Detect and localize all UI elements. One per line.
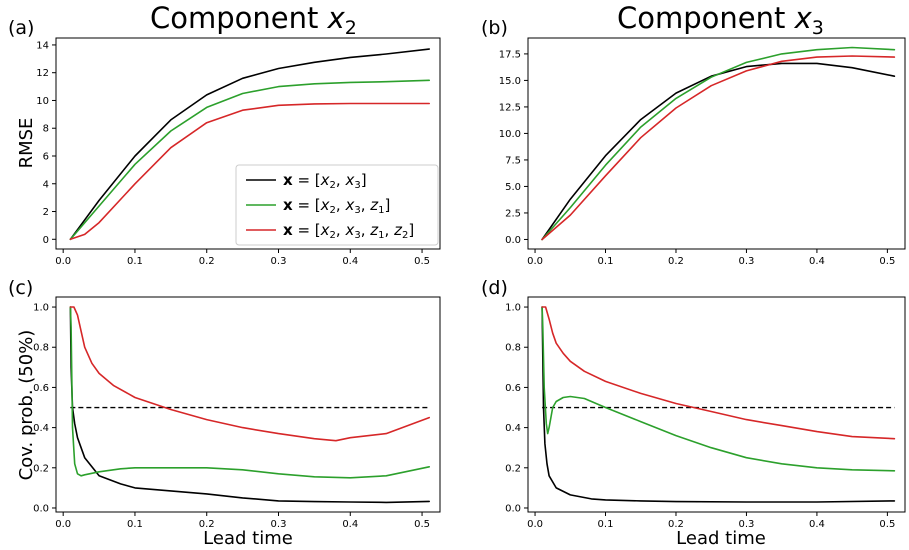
panel-b-ytick-label-2: 5.0	[505, 182, 521, 193]
panel-d-xtick-label-4: 0.4	[809, 519, 825, 530]
panel-d-xtick-label-5: 0.5	[879, 519, 895, 530]
panel-a-xtick-label-3: 0.3	[271, 256, 287, 267]
legend-label-2: x = [x2, x3, z1, z2]	[283, 221, 414, 241]
panel-b-ytick-label-5: 12.5	[499, 102, 521, 113]
panel-b-title: Component x3	[617, 1, 824, 39]
panel-b-series-1	[541, 46, 896, 241]
panel-a-xtick-label-5: 0.5	[414, 256, 430, 267]
legend-box	[235, 164, 439, 246]
panel-a-ytick-label-7: 14	[36, 40, 49, 51]
legend-label-1: x = [x2, x3, z1]	[283, 196, 390, 216]
panel-a-title: Component x2	[150, 1, 357, 39]
panel-b-xtick-label-4: 0.4	[809, 256, 825, 267]
panel-d-frame	[527, 296, 906, 513]
panel-d-ytick-label-5: 1.0	[505, 303, 521, 314]
panel-b-series-0	[541, 62, 896, 241]
panel-d-xtick-label-0: 0.0	[527, 519, 543, 530]
panel-d-xlabel: Lead time	[676, 528, 766, 549]
panel-a-xtick-label-1: 0.1	[127, 256, 143, 267]
panel-d-xtick-label-1: 0.1	[598, 519, 614, 530]
panel-a-frame	[55, 37, 441, 250]
panel-b: 0.0 0.1 0.2 0.3 0.4 0.5 0.0 2.5 5.0 7.5 10.0 12.5 15…	[499, 37, 906, 267]
panel-c-xlabel: Lead time	[203, 528, 293, 549]
panel-a-ytick-label-0: 0	[43, 235, 49, 246]
legend: x = [x2, x3] x = [x2, x3, z1] x = [x2, x…	[235, 164, 439, 246]
panel-c-ytick-label-5: 1.0	[33, 303, 49, 314]
panel-d-series-1	[541, 306, 896, 472]
panel-b-ytick-label-6: 15.0	[499, 76, 521, 87]
panel-c: 0.0 0.1 0.2 0.3 0.4 0.5 0.0 0.2 0.4 0.6 0.8 1.0	[33, 296, 441, 530]
panel-a-ytick-label-1: 2	[43, 207, 49, 218]
panel-c-ytick-label-1: 0.2	[33, 463, 49, 474]
panel-b-ytick-label-7: 17.5	[499, 49, 521, 60]
panel-d-ytick-label-2: 0.4	[505, 423, 521, 434]
panel-a-series-1	[69, 79, 431, 241]
panel-c-series-2	[69, 306, 431, 442]
panel-c-xtick-label-5: 0.5	[414, 519, 430, 530]
panel-a-ytick-label-6: 12	[36, 68, 49, 79]
panel-d: 0.0 0.1 0.2 0.3 0.4 0.5 0.0 0.2 0.4 0.6 0.8 1.0	[505, 296, 906, 530]
panel-b-xtick-label-0: 0.0	[527, 256, 543, 267]
panel-c-xtick-label-0: 0.0	[55, 519, 71, 530]
panel-c-xtick-label-3: 0.3	[271, 519, 287, 530]
panel-b-letter: (b)	[481, 17, 508, 39]
panel-c-xtick-label-4: 0.4	[342, 519, 358, 530]
legend-label-0: x = [x2, x3]	[283, 171, 367, 191]
panel-d-series-0	[541, 306, 896, 503]
panel-b-series-2	[541, 55, 896, 241]
panel-d-ytick-label-4: 0.8	[505, 343, 521, 354]
panel-c-xtick-label-1: 0.1	[127, 519, 143, 530]
panel-a-ylabel: RMSE	[16, 118, 37, 169]
panel-a-xtick-label-0: 0.0	[55, 256, 71, 267]
panel-b-ytick-label-3: 7.5	[505, 155, 521, 166]
panel-a-xtick-label-2: 0.2	[199, 256, 215, 267]
panel-b-xtick-label-1: 0.1	[598, 256, 614, 267]
panel-c-ytick-label-2: 0.4	[33, 423, 49, 434]
panel-c-ytick-label-0: 0.0	[33, 503, 49, 514]
panel-d-ytick-label-0: 0.0	[505, 503, 521, 514]
panel-d-xtick-label-3: 0.3	[738, 519, 754, 530]
panel-b-ytick-label-0: 0.0	[505, 235, 521, 246]
panel-a-ytick-label-2: 4	[43, 179, 49, 190]
panel-c-letter: (c)	[8, 277, 33, 299]
panel-c-ylabel: Cov. prob. (50%)	[16, 330, 37, 481]
panel-c-series-0	[69, 306, 431, 504]
panel-c-series-1	[69, 306, 431, 479]
panel-a-ytick-label-4: 8	[43, 124, 49, 135]
panel-b-frame	[527, 37, 906, 250]
panel-b-ytick-label-4: 10.0	[499, 129, 521, 140]
panel-c-xtick-label-2: 0.2	[199, 519, 215, 530]
panel-a: 0.0 0.1 0.2 0.3 0.4 0.5 0 2 4 6 8 10 12 14	[36, 37, 441, 267]
panel-a-series-0	[69, 48, 431, 241]
panel-a-series-2	[69, 102, 431, 241]
panel-c-ytick-label-3: 0.6	[33, 383, 49, 394]
panel-c-ytick-label-4: 0.8	[33, 343, 49, 354]
panel-d-xtick-label-2: 0.2	[668, 519, 684, 530]
panel-d-ytick-label-1: 0.2	[505, 463, 521, 474]
panel-d-ytick-label-3: 0.6	[505, 383, 521, 394]
panel-a-xtick-label-4: 0.4	[342, 256, 358, 267]
panel-b-ytick-label-1: 2.5	[505, 208, 521, 219]
panel-a-letter: (a)	[8, 17, 34, 39]
panel-d-series-2	[541, 306, 896, 440]
panel-b-xtick-label-2: 0.2	[668, 256, 684, 267]
panel-c-frame	[55, 296, 441, 513]
panel-b-xtick-label-3: 0.3	[738, 256, 754, 267]
panel-a-ytick-label-5: 10	[36, 96, 49, 107]
panel-d-letter: (d)	[481, 277, 508, 299]
panel-b-xtick-label-5: 0.5	[879, 256, 895, 267]
panel-a-ytick-label-3: 6	[43, 151, 49, 162]
